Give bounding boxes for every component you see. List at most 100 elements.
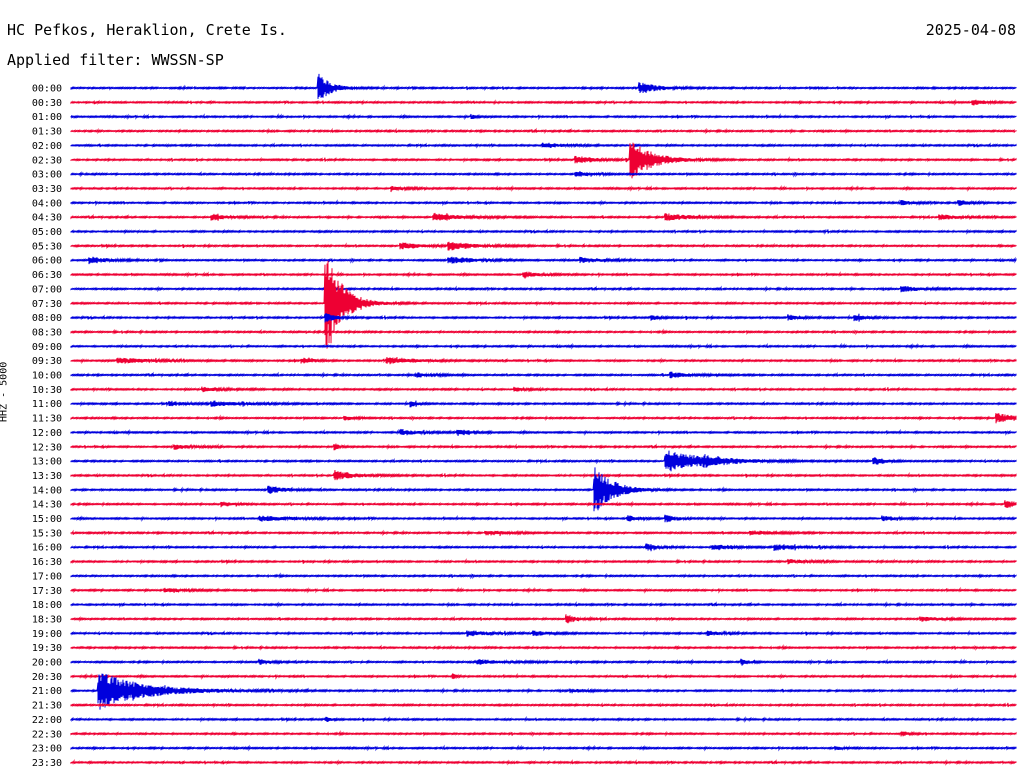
trace-row-0330 xyxy=(70,184,1017,193)
row-label-0330: 03:30 xyxy=(32,184,62,195)
row-label-0700: 07:00 xyxy=(32,284,62,295)
trace-row-0930 xyxy=(70,356,1017,365)
trace-rows xyxy=(70,73,1017,766)
row-label-0730: 07:30 xyxy=(32,299,62,310)
row-label-1630: 16:30 xyxy=(32,557,62,568)
trace-row-0200 xyxy=(70,142,1017,149)
row-label-2100: 21:00 xyxy=(32,686,62,697)
trace-row-0030 xyxy=(70,98,1017,106)
row-label-0430: 04:30 xyxy=(32,213,62,224)
row-label-1530: 15:30 xyxy=(32,528,62,539)
row-label-1000: 10:00 xyxy=(32,371,62,382)
row-label-1600: 16:00 xyxy=(32,543,62,554)
trace-row-1530 xyxy=(70,529,1017,537)
trace-row-2330 xyxy=(70,758,1017,766)
trace-row-0730 xyxy=(70,260,1017,349)
row-label-2000: 20:00 xyxy=(32,658,62,669)
trace-row-0900 xyxy=(70,342,1017,350)
trace-row-2200 xyxy=(70,715,1017,723)
trace-row-2000 xyxy=(70,658,1017,666)
trace-row-1630 xyxy=(70,558,1017,565)
row-label-0930: 09:30 xyxy=(32,356,62,367)
row-label-1800: 18:00 xyxy=(32,600,62,611)
row-label-0800: 08:00 xyxy=(32,313,62,324)
trace-row-1800 xyxy=(70,601,1017,609)
trace-row-1400 xyxy=(70,467,1017,512)
row-label-1300: 13:00 xyxy=(32,457,62,468)
trace-row-0430 xyxy=(70,212,1017,221)
trace-row-0700 xyxy=(70,285,1017,293)
row-label-0200: 02:00 xyxy=(32,141,62,152)
trace-row-1700 xyxy=(70,572,1017,580)
row-label-0900: 09:00 xyxy=(32,342,62,353)
row-label-1100: 11:00 xyxy=(32,399,62,410)
trace-row-1100 xyxy=(70,400,1017,408)
trace-row-0000 xyxy=(70,73,1017,99)
trace-row-1330 xyxy=(70,470,1017,481)
station-title: HC Pefkos, Heraklion, Crete Is. xyxy=(7,21,287,39)
row-label-2200: 22:00 xyxy=(32,715,62,726)
trace-row-0230 xyxy=(70,142,1017,179)
trace-row-2300 xyxy=(70,744,1017,752)
row-label-1930: 19:30 xyxy=(32,643,62,654)
trace-row-0130 xyxy=(70,127,1017,135)
trace-row-1730 xyxy=(70,586,1017,594)
trace-row-1430 xyxy=(70,500,1017,508)
row-label-0600: 06:00 xyxy=(32,256,62,267)
trace-row-1830 xyxy=(70,614,1017,624)
trace-row-1200 xyxy=(70,428,1017,436)
trace-row-2100 xyxy=(70,673,1017,710)
row-label-0030: 00:30 xyxy=(32,98,62,109)
trace-row-1300 xyxy=(70,450,1017,472)
trace-row-2030 xyxy=(70,672,1017,680)
row-label-1130: 11:30 xyxy=(32,414,62,425)
trace-row-1230 xyxy=(70,443,1017,451)
row-label-1730: 17:30 xyxy=(32,586,62,597)
row-label-0830: 08:30 xyxy=(32,327,62,338)
trace-row-1600 xyxy=(70,543,1017,552)
row-label-1400: 14:00 xyxy=(32,485,62,496)
trace-row-0400 xyxy=(70,199,1017,207)
row-label-1500: 15:00 xyxy=(32,514,62,525)
row-label-1330: 13:30 xyxy=(32,471,62,482)
row-labels: 00:00 00:30 01:00 01:30 02:00 02:30 03:00 03:30… xyxy=(32,84,62,769)
trace-row-2230 xyxy=(70,730,1017,738)
trace-row-1030 xyxy=(70,386,1017,393)
trace-row-0630 xyxy=(70,271,1017,279)
trace-row-1930 xyxy=(70,644,1017,651)
row-label-0530: 05:30 xyxy=(32,241,62,252)
trace-row-0600 xyxy=(70,256,1017,265)
row-label-0300: 03:00 xyxy=(32,170,62,181)
trace-row-2130 xyxy=(70,702,1017,709)
trace-row-0830 xyxy=(70,328,1017,336)
trace-row-1130 xyxy=(70,413,1017,424)
row-label-1830: 18:30 xyxy=(32,614,62,625)
row-label-0100: 01:00 xyxy=(32,112,62,123)
row-label-0400: 04:00 xyxy=(32,198,62,209)
row-label-2130: 21:30 xyxy=(32,701,62,712)
trace-row-0500 xyxy=(70,228,1017,235)
row-label-1200: 12:00 xyxy=(32,428,62,439)
row-label-0500: 05:00 xyxy=(32,227,62,238)
row-label-0000: 00:00 xyxy=(32,84,62,95)
trace-row-0300 xyxy=(70,171,1017,178)
trace-row-1900 xyxy=(70,629,1017,637)
row-label-1230: 12:30 xyxy=(32,442,62,453)
trace-row-1000 xyxy=(70,371,1017,379)
trace-row-0530 xyxy=(70,241,1017,251)
trace-row-0100 xyxy=(70,113,1017,121)
row-label-0630: 06:30 xyxy=(32,270,62,281)
row-label-0130: 01:30 xyxy=(32,127,62,138)
trace-row-0800 xyxy=(70,312,1017,323)
row-label-1030: 10:30 xyxy=(32,385,62,396)
row-label-1430: 14:30 xyxy=(32,500,62,511)
row-label-1700: 17:00 xyxy=(32,571,62,582)
row-label-2330: 23:30 xyxy=(32,758,62,769)
row-label-2030: 20:30 xyxy=(32,672,62,683)
row-label-0230: 02:30 xyxy=(32,155,62,166)
row-label-1900: 19:00 xyxy=(32,629,62,640)
row-label-2300: 23:00 xyxy=(32,744,62,755)
trace-row-1500 xyxy=(70,514,1017,523)
date-label: 2025-04-08 xyxy=(925,21,1016,39)
